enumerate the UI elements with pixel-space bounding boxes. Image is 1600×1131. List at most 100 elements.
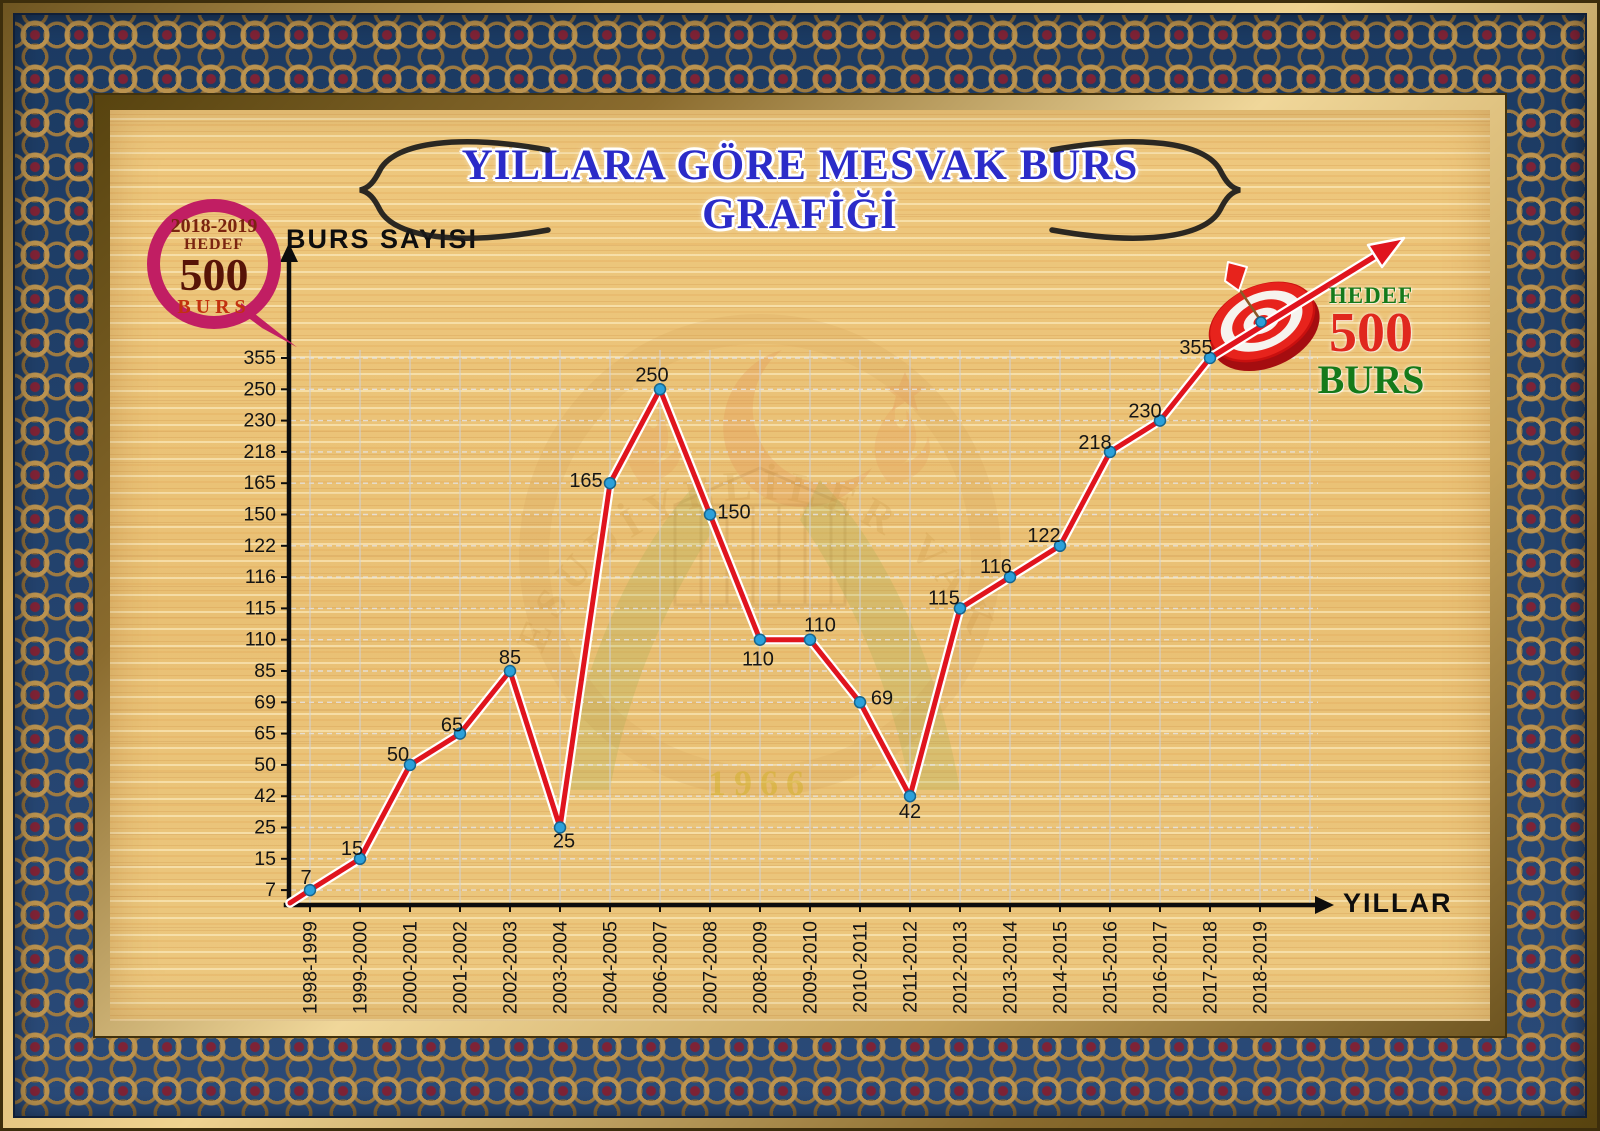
x-tick-label: 2002-2003 <box>499 921 521 1014</box>
data-point-label: 218 <box>1078 432 1111 454</box>
data-point <box>353 852 367 866</box>
y-tick-label: 250 <box>243 378 276 400</box>
data-point <box>1203 351 1217 365</box>
goal-arrowhead <box>1366 236 1406 269</box>
x-tick-label: 2006-2007 <box>649 921 671 1014</box>
data-point-label: 50 <box>387 744 409 766</box>
goal-arrow-line <box>1207 252 1380 361</box>
target-caption-hedef: HEDEF <box>1328 283 1414 308</box>
x-tick-label: 2010-2011 <box>849 921 871 1013</box>
data-point <box>553 821 567 834</box>
data-point-label: 115 <box>928 587 960 609</box>
data-point <box>853 696 867 709</box>
axes: 355 250 230 218 165 150 122 116 115 110 85 69 65 50 42… <box>243 243 1334 1014</box>
y-tick-label: 218 <box>243 441 276 463</box>
x-tick-label: 2011-2012 <box>899 921 921 1013</box>
goal-badge-burs: BURS <box>177 295 251 318</box>
trend-line <box>287 355 1213 906</box>
data-point <box>653 383 667 396</box>
x-tick-label: 2015-2016 <box>1099 921 1121 1014</box>
y-tick-label: 50 <box>254 754 276 776</box>
data-point-label: 250 <box>635 364 668 386</box>
y-tick-label: 122 <box>243 535 276 557</box>
data-point <box>1003 570 1017 584</box>
y-tick-label: 115 <box>245 597 276 619</box>
target-center-point <box>1255 316 1267 328</box>
data-point-label: 69 <box>871 687 893 709</box>
dart-flight <box>1224 261 1248 292</box>
goal-badge-hedef: HEDEF <box>183 236 245 253</box>
y-tick-label: 15 <box>254 848 276 870</box>
data-point <box>903 789 917 803</box>
watermark-leaf-right <box>800 480 960 790</box>
title-brace-right <box>1052 142 1240 238</box>
y-tick-label: 85 <box>254 660 276 682</box>
data-point-label: 42 <box>899 801 921 823</box>
target-caption-500: 500 <box>1329 302 1413 364</box>
gridlines <box>291 350 1318 903</box>
y-tick-label: 42 <box>254 785 276 807</box>
x-tick-label: 2009-2010 <box>799 921 821 1014</box>
y-tick-label: 110 <box>245 629 276 651</box>
x-tick-label: 2018-2019 <box>1249 921 1271 1014</box>
x-tick-label: 2004-2005 <box>599 921 621 1014</box>
data-point <box>503 664 517 678</box>
data-point-label: 110 <box>742 649 774 671</box>
data-point-label: 122 <box>1027 525 1060 547</box>
y-tick-label: 7 <box>265 879 276 901</box>
watermark-leaf-left <box>560 480 720 790</box>
data-point-label: 165 <box>569 470 602 492</box>
x-axis-arrowhead <box>1315 896 1334 914</box>
x-tick-label: 2001-2002 <box>449 921 471 1014</box>
data-point <box>603 476 617 490</box>
data-point-label: 230 <box>1128 401 1161 423</box>
data-point <box>1053 539 1067 553</box>
x-tick-label: 2016-2017 <box>1149 921 1171 1014</box>
page-title: YILLARA GÖRE MESVAK BURS GRAFİĞİ <box>461 142 1139 238</box>
x-tick-label: 2000-2001 <box>399 921 421 1014</box>
goal-badge-years: 2018-2019 <box>170 215 258 237</box>
goal-badge-bubble: 2018-2019 HEDEF 500 BURS <box>147 199 281 329</box>
data-point-label: 15 <box>341 838 363 860</box>
y-axis-arrowhead <box>280 243 298 262</box>
data-point-label: 150 <box>717 502 750 524</box>
x-tick-label: 2014-2015 <box>1049 921 1071 1014</box>
data-point-label: 110 <box>804 615 836 637</box>
data-point <box>703 508 717 521</box>
target-caption-burs: BURS <box>1317 357 1425 403</box>
x-tick-label: 2017-2018 <box>1199 921 1221 1014</box>
data-point-label: 7 <box>300 867 311 889</box>
x-tick-label: 1999-2000 <box>349 921 371 1014</box>
y-tick-label: 65 <box>254 723 276 745</box>
data-point <box>453 727 467 740</box>
data-series: 7 15 50 65 85 25 165 250 150 110 110 69 42 115 116 122 2… <box>285 236 1406 908</box>
data-point-label: 25 <box>553 831 575 853</box>
data-point <box>1103 445 1117 459</box>
data-point <box>1153 414 1167 427</box>
dart-needle <box>1235 285 1263 322</box>
x-tick-label: 2012-2013 <box>949 921 971 1014</box>
data-point <box>303 883 317 897</box>
data-point-label: 116 <box>980 556 1012 578</box>
goal-badge-500: 500 <box>179 249 249 300</box>
x-tick-label: 2003-2004 <box>549 921 571 1014</box>
target-caption: HEDEF 500 BURS <box>1296 284 1446 400</box>
x-axis-title: YILLAR <box>1343 888 1453 918</box>
y-tick-label: 25 <box>254 817 276 839</box>
data-point-label: 65 <box>441 715 463 737</box>
data-point <box>403 758 417 772</box>
title-brace-left <box>359 139 551 241</box>
data-point <box>953 602 967 615</box>
y-tick-label: 116 <box>245 566 276 588</box>
data-point-label: 355 <box>1179 337 1212 359</box>
data-point-label: 85 <box>499 647 521 669</box>
data-point <box>803 633 817 646</box>
x-tick-label: 2007-2008 <box>699 921 721 1014</box>
x-tick-label: 1998-1999 <box>299 921 321 1014</box>
data-point <box>753 633 767 646</box>
watermark-star <box>884 372 926 411</box>
y-tick-label: 150 <box>243 504 276 526</box>
y-tick-label: 230 <box>243 410 276 432</box>
y-tick-label: 355 <box>243 347 276 369</box>
